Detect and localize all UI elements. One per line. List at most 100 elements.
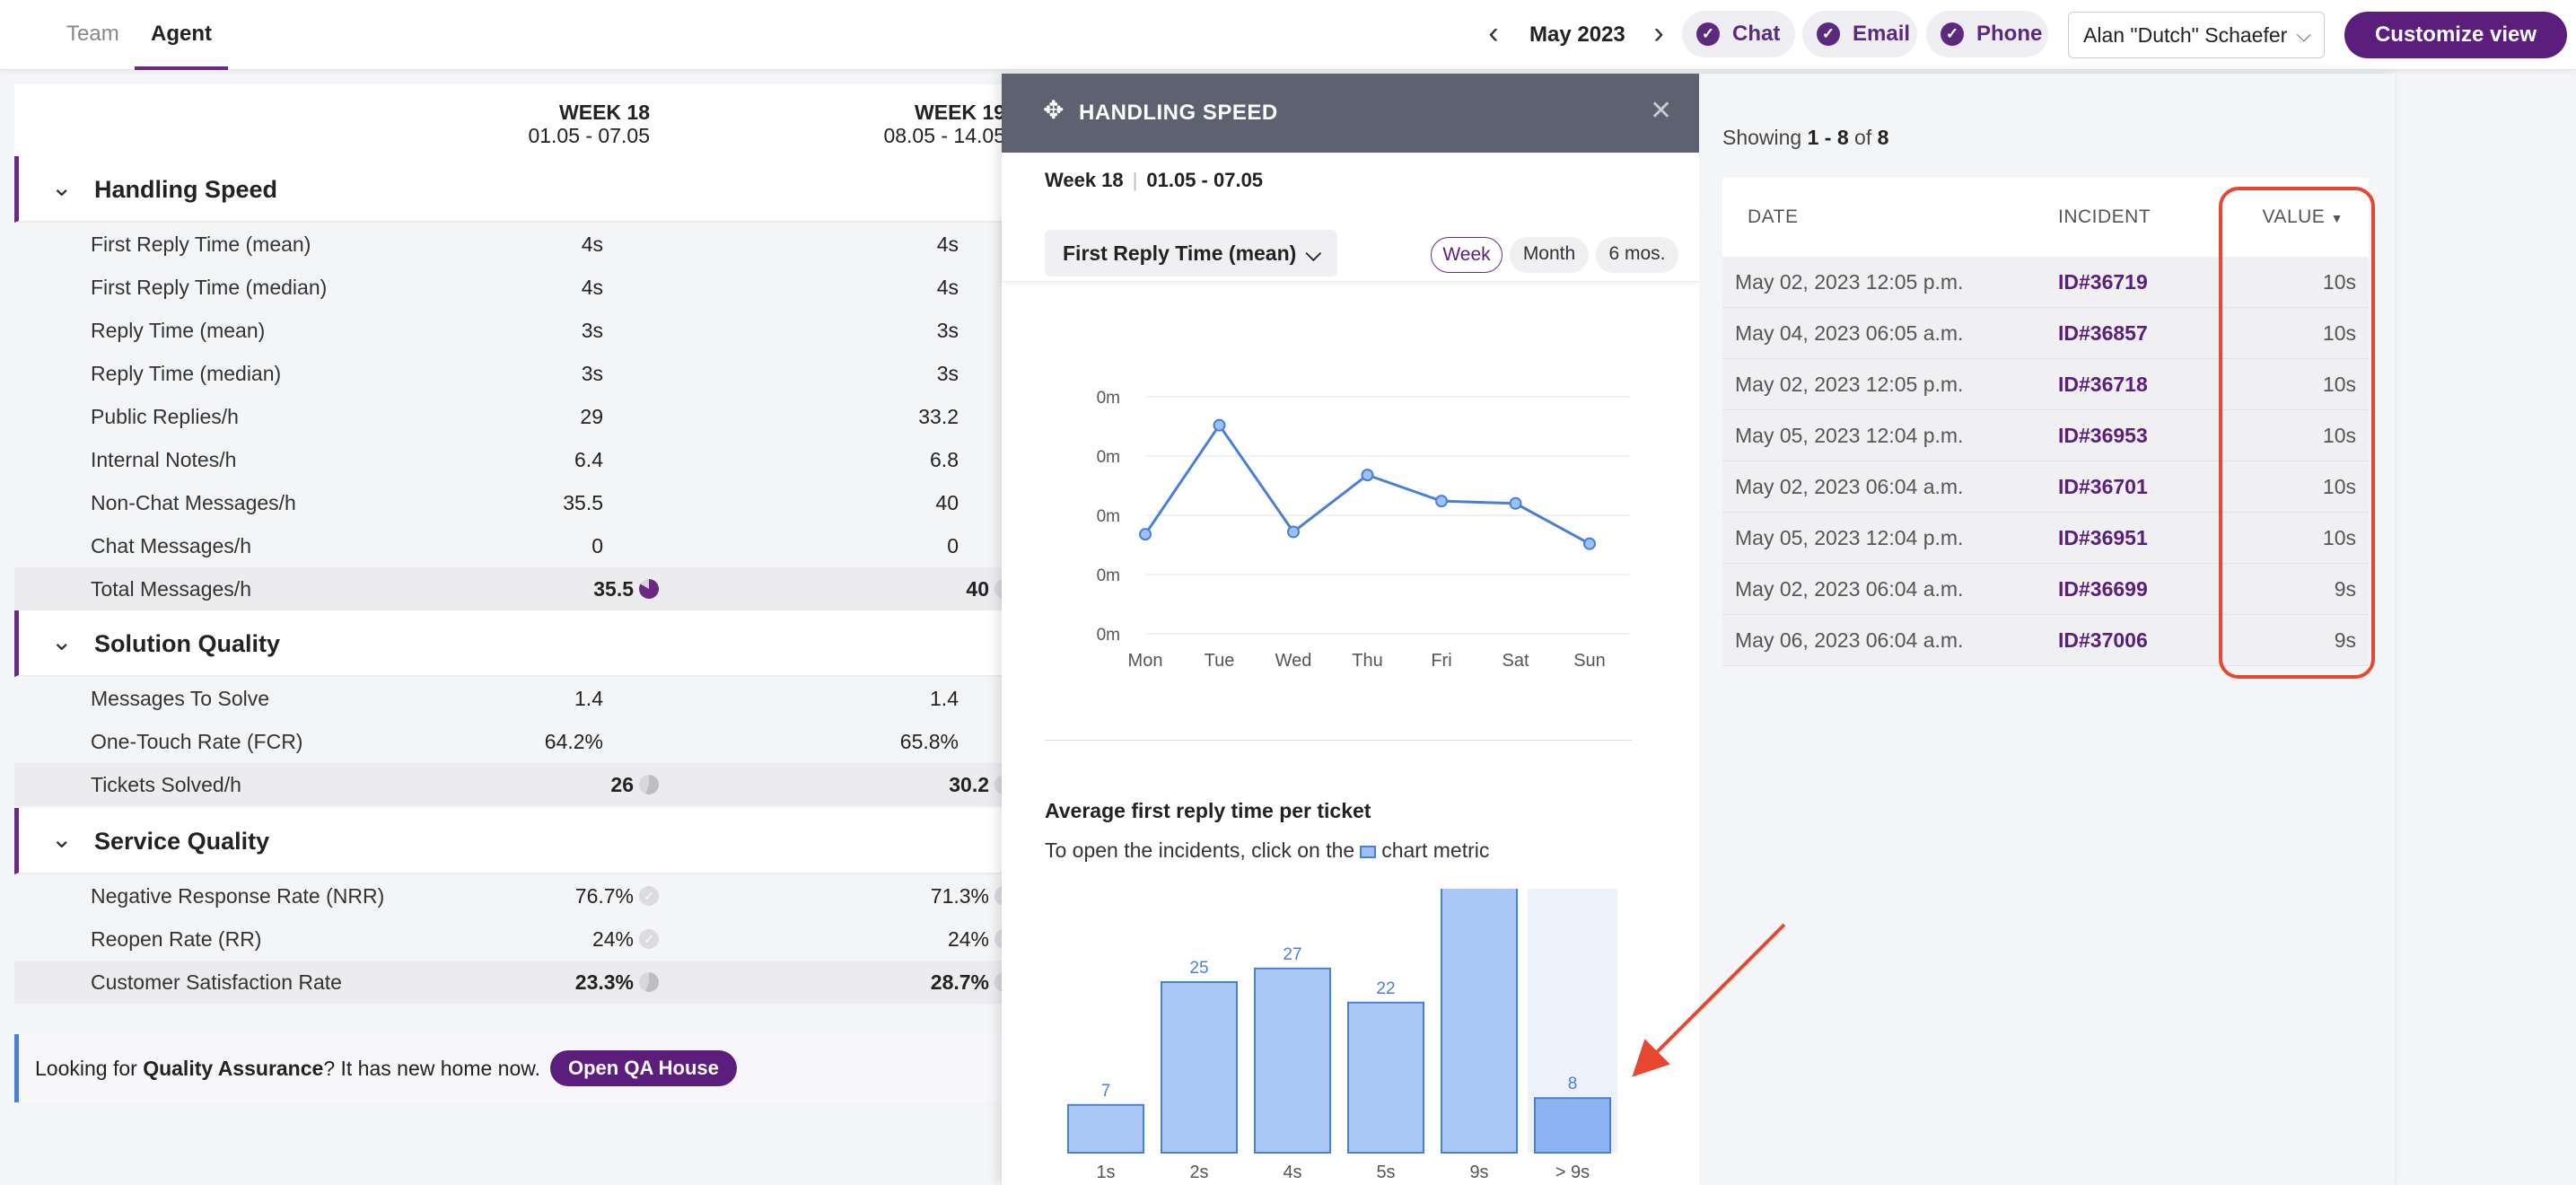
bar[interactable] [1161, 981, 1238, 1154]
metric-label: Reply Time (mean) [91, 319, 266, 342]
value-column-highlight [2219, 187, 2375, 679]
incident-date: May 02, 2023 12:05 p.m. [1735, 270, 1964, 294]
section-service-quality[interactable]: ⌄ Service Quality [14, 808, 1002, 874]
incident-value: 9s [2334, 628, 2356, 652]
week-18-value: 1.4 [574, 687, 603, 710]
period-6mos-toggle[interactable]: 6 mos. [1596, 237, 1678, 273]
share-pie-icon[interactable] [639, 972, 659, 992]
week-19-value: 4s [936, 233, 959, 256]
x-tick-label: > 9s [1555, 1163, 1590, 1182]
data-point[interactable] [1361, 469, 1374, 482]
metric-label: First Reply Time (mean) [91, 233, 311, 256]
column-incident[interactable]: INCIDENT [2058, 206, 2151, 227]
x-tick-label: 4s [1283, 1163, 1301, 1182]
table-row[interactable]: Messages To Solve 1.4 1.4 [14, 677, 1002, 720]
bar[interactable] [1347, 1001, 1424, 1154]
week-18-value: 3s [581, 362, 603, 385]
week-range: 08.05 - 14.05 [883, 124, 1005, 147]
column-value[interactable]: VALUE ▼ [2262, 178, 2344, 258]
sort-desc-icon[interactable]: ▼ [2330, 211, 2344, 225]
table-row[interactable]: Reopen Rate (RR)24%✓24%✓ [14, 917, 1014, 961]
check-circle-icon: ✓ [639, 886, 659, 906]
incident-row[interactable]: May 02, 2023 12:05 p.m. ID#36719 10s [1722, 257, 2369, 308]
data-point[interactable] [1435, 495, 1448, 508]
week-18-value: 64.2% [544, 730, 603, 753]
incident-link[interactable]: ID#36953 [2058, 424, 2148, 447]
chevron-down-icon[interactable]: ⌄ [51, 173, 73, 201]
data-point[interactable] [1583, 537, 1596, 550]
incident-link[interactable]: ID#36699 [2058, 577, 2148, 601]
tab-agent[interactable]: Agent [135, 0, 228, 70]
drawer-week-label: Week 18 [1045, 169, 1124, 191]
share-pie-icon[interactable] [639, 775, 659, 794]
agent-select[interactable]: Alan "Dutch" Schaefer ⌵ [2068, 12, 2325, 58]
column-date[interactable]: DATE [1748, 206, 1799, 227]
period-week-toggle[interactable]: Week [1431, 237, 1503, 273]
share-pie-icon[interactable] [639, 579, 659, 599]
incident-row[interactable]: May 02, 2023 06:04 a.m. ID#36699 9s [1722, 564, 2369, 615]
incident-row[interactable]: May 05, 2023 12:04 p.m. ID#36953 10s [1722, 410, 2369, 461]
incident-row[interactable]: May 06, 2023 06:04 a.m. ID#37006 9s [1722, 615, 2369, 666]
incident-date: May 06, 2023 06:04 a.m. [1735, 628, 1964, 652]
bar[interactable] [1441, 889, 1518, 1154]
handling-speed-drawer: ✥ HANDLING SPEED ✕ Week 18 | 01.05 - 07.05… [1002, 74, 2395, 1185]
close-icon[interactable]: ✕ [1650, 96, 1673, 126]
section-handling-speed[interactable]: ⌄ Handling Speed [14, 156, 1002, 223]
table-row[interactable]: Reply Time (mean) 3s 3s [14, 309, 1002, 352]
incident-row[interactable]: May 02, 2023 06:04 a.m. ID#36701 10s [1722, 461, 2369, 513]
table-row[interactable]: Internal Notes/h 6.4 6.8 [14, 438, 1002, 481]
table-row[interactable]: Reply Time (median) 3s 3s [14, 352, 1002, 395]
section-solution-quality[interactable]: ⌄ Solution Quality [14, 610, 1002, 677]
table-row[interactable]: One-Touch Rate (FCR) 64.2% 65.8% [14, 720, 1002, 763]
chevron-down-icon[interactable]: ⌄ [51, 628, 73, 655]
table-row[interactable]: Chat Messages/h 0 0 [14, 524, 1002, 567]
hint-prefix: To open the incidents, click on the [1045, 838, 1355, 862]
incident-link[interactable]: ID#36951 [2058, 526, 2148, 549]
y-tick-label: 0m [1097, 448, 1120, 467]
table-row[interactable]: Non-Chat Messages/h 35.5 40 [14, 481, 1002, 524]
table-row[interactable]: First Reply Time (median) 4s 4s [14, 266, 1002, 309]
data-point[interactable] [1139, 528, 1152, 541]
incident-value: 10s [2322, 321, 2356, 345]
data-label: 7 [1101, 1082, 1111, 1101]
incident-link[interactable]: ID#36718 [2058, 373, 2148, 396]
incident-row[interactable]: May 02, 2023 12:05 p.m. ID#36718 10s [1722, 359, 2369, 410]
channel-email-toggle[interactable]: ✓ Email [1802, 11, 1917, 57]
channel-chat-toggle[interactable]: ✓ Chat [1682, 11, 1795, 57]
customize-view-button[interactable]: Customize view [2344, 12, 2567, 58]
incident-link[interactable]: ID#37006 [2058, 628, 2148, 652]
chevron-down-icon[interactable]: ⌄ [51, 825, 73, 853]
incident-link[interactable]: ID#36857 [2058, 321, 2148, 345]
next-month-icon[interactable]: › [1653, 16, 1664, 50]
incident-link[interactable]: ID#36701 [2058, 475, 2148, 498]
x-tick-label: Wed [1275, 651, 1312, 666]
data-point[interactable] [1213, 418, 1226, 432]
metric-label: Total Messages/h [91, 577, 251, 601]
incident-row[interactable]: May 05, 2023 12:04 p.m. ID#36951 10s [1722, 513, 2369, 564]
data-point[interactable] [1287, 525, 1300, 539]
bar[interactable] [1254, 967, 1331, 1154]
table-row[interactable]: First Reply Time (mean) 4s 4s [14, 223, 1002, 266]
open-qa-house-button[interactable]: Open QA House [550, 1050, 737, 1086]
incident-row[interactable]: May 04, 2023 06:05 a.m. ID#36857 10s [1722, 308, 2369, 359]
qa-banner: Looking for Quality Assurance? It has ne… [14, 1034, 1002, 1102]
table-row-total[interactable]: Total Messages/h 35.5 40 [14, 567, 1014, 610]
bar[interactable] [1534, 1097, 1611, 1154]
table-row-total[interactable]: Tickets Solved/h 26 30.2 [14, 763, 1014, 806]
table-row-total[interactable]: Customer Satisfaction Rate 23.3% 28.7% [14, 961, 1014, 1004]
week-19-value: 1.4 [930, 687, 959, 710]
table-row[interactable]: Negative Response Rate (NRR)76.7%✓71.3%✓ [14, 874, 1014, 917]
metric-label: Tickets Solved/h [91, 773, 241, 796]
prev-month-icon[interactable]: ‹ [1488, 16, 1499, 50]
period-month-toggle[interactable]: Month [1510, 237, 1589, 273]
table-row[interactable]: Public Replies/h 29 33.2 [14, 395, 1002, 438]
metric-select[interactable]: First Reply Time (mean) ⌵ [1045, 230, 1337, 276]
tab-team[interactable]: Team [66, 22, 119, 46]
chart-toolbar: First Reply Time (mean) ⌵ Week Month 6 m… [1002, 215, 1699, 282]
first-reply-line-chart: 0m 0m 0m 0m 0m Mon Tue Wed Thu Fri Sat Sun [1097, 389, 1630, 666]
move-icon[interactable]: ✥ [1043, 96, 1065, 124]
incident-link[interactable]: ID#36719 [2058, 270, 2148, 294]
data-point[interactable] [1509, 496, 1522, 510]
channel-phone-toggle[interactable]: ✓ Phone [1926, 11, 2048, 57]
bar[interactable] [1067, 1103, 1144, 1154]
